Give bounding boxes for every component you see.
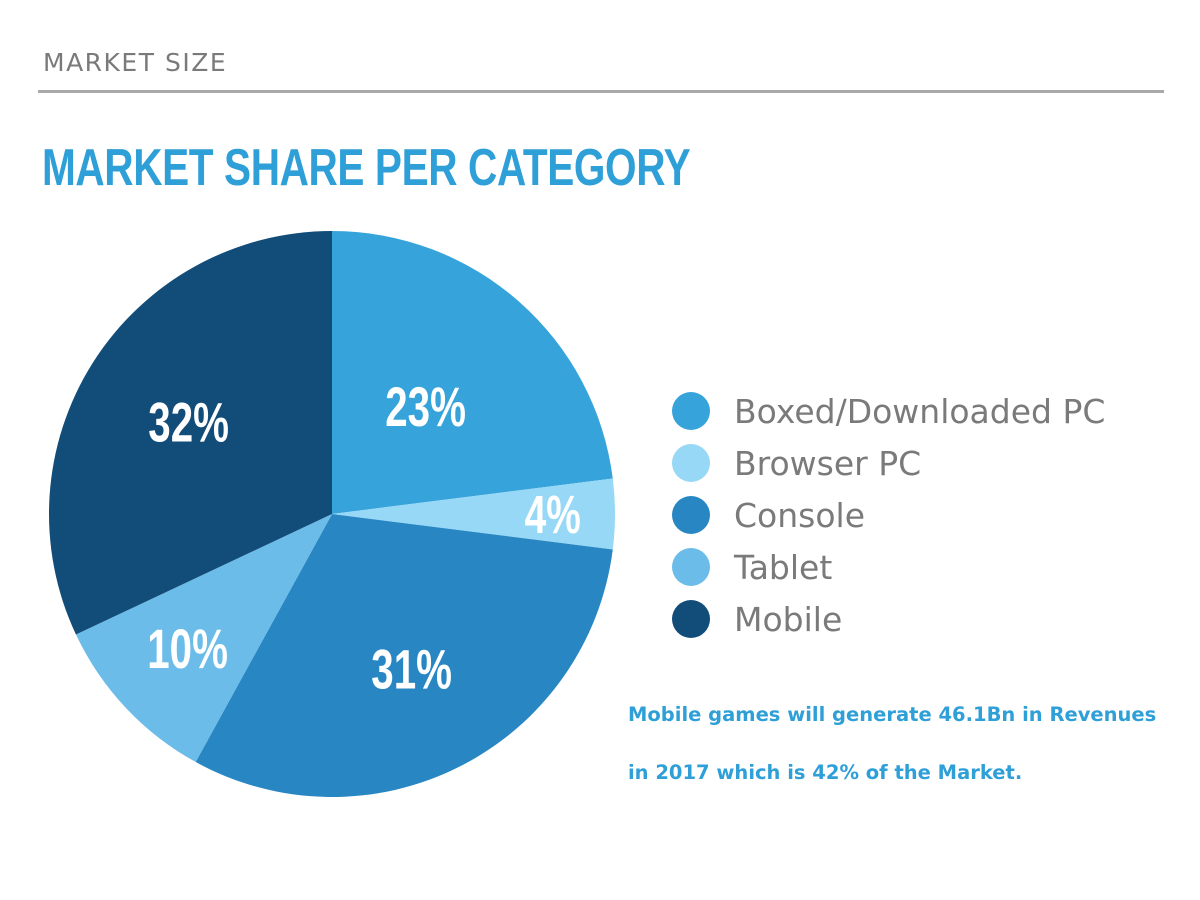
pie-slice-tablet bbox=[75, 514, 332, 762]
chart-legend: Boxed/Downloaded PC Browser PC Console Tabl… bbox=[672, 385, 1105, 645]
pie-label-boxed-downloaded-pc: 23% bbox=[385, 377, 466, 439]
chart-title: MARKET SHARE PER CATEGORY bbox=[42, 139, 691, 197]
market-note: Mobile games will generate 46.1Bn in Rev… bbox=[628, 700, 1198, 788]
legend-swatch bbox=[672, 496, 710, 534]
legend-swatch bbox=[672, 600, 710, 638]
legend-label: Boxed/Downloaded PC bbox=[734, 391, 1106, 431]
pie-slice-mobile bbox=[48, 231, 332, 635]
market-note-line-2: in 2017 which is 42% of the Market. bbox=[628, 761, 1023, 784]
pie-slice-console bbox=[195, 514, 613, 798]
pie-label-tablet: 10% bbox=[147, 619, 228, 681]
pie-slice-boxed-downloaded-pc bbox=[332, 231, 613, 514]
legend-item: Console bbox=[672, 489, 1105, 541]
header-divider bbox=[38, 90, 1164, 93]
legend-item: Boxed/Downloaded PC bbox=[672, 385, 1105, 437]
legend-label: Mobile bbox=[734, 599, 843, 639]
pie-label-mobile: 32% bbox=[148, 392, 229, 454]
pie-slice-browser-pc bbox=[332, 478, 615, 550]
legend-swatch bbox=[672, 444, 710, 482]
pie-label-browser-pc: 4% bbox=[525, 484, 581, 545]
legend-item: Tablet bbox=[672, 541, 1105, 593]
legend-item: Browser PC bbox=[672, 437, 1105, 489]
market-note-line-1: Mobile games will generate 46.1Bn in Rev… bbox=[628, 703, 1157, 726]
pie-label-console: 31% bbox=[371, 639, 452, 701]
legend-swatch bbox=[672, 548, 710, 586]
section-label: MARKET SIZE bbox=[43, 48, 228, 77]
legend-label: Tablet bbox=[734, 547, 833, 587]
legend-label: Console bbox=[734, 495, 866, 535]
legend-item: Mobile bbox=[672, 593, 1105, 645]
legend-label: Browser PC bbox=[734, 443, 922, 483]
legend-swatch bbox=[672, 392, 710, 430]
